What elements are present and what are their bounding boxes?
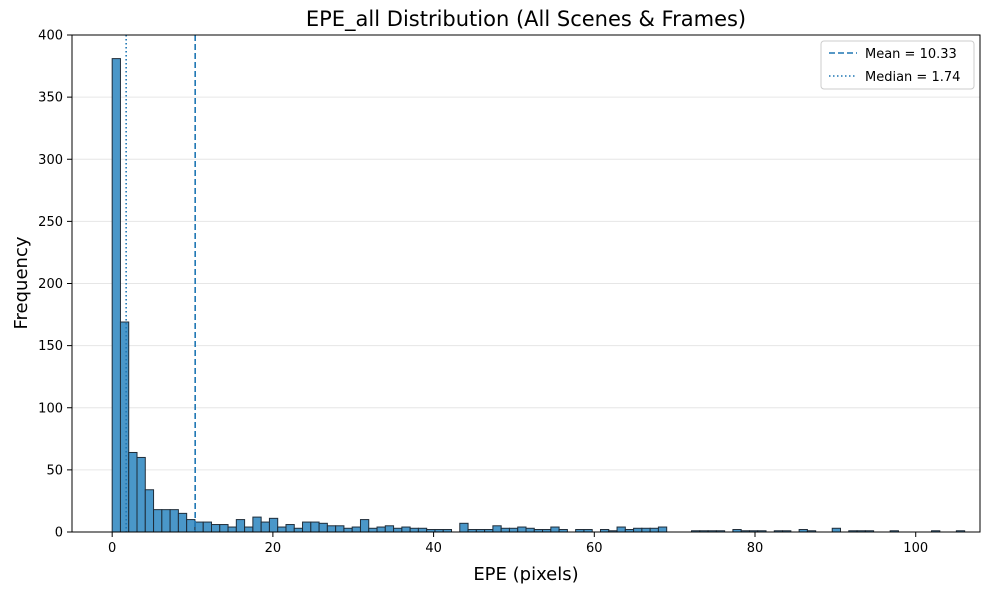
histogram-bar	[144, 489, 155, 533]
histogram-bar	[268, 517, 279, 533]
histogram-bar	[219, 524, 229, 533]
y-tick-label: 350	[38, 91, 63, 106]
histogram-bar	[210, 524, 221, 533]
histogram-bar	[169, 509, 179, 533]
x-axis-title: EPE (pixels)	[473, 564, 578, 585]
histogram-bar	[128, 451, 138, 533]
histogram-bar	[633, 527, 643, 533]
histogram-bar	[409, 527, 419, 533]
histogram-bar	[376, 526, 386, 533]
histogram-bar	[186, 519, 196, 533]
grid-lines	[72, 96, 980, 471]
y-tick-label: 400	[38, 29, 63, 44]
x-tick-label: 20	[265, 541, 282, 556]
histogram-bar	[550, 526, 560, 533]
histogram-bar	[119, 321, 130, 533]
y-tick-label: 250	[38, 215, 63, 230]
x-tick-label: 80	[747, 541, 764, 556]
histogram-bar	[831, 527, 842, 533]
histogram-bar	[500, 527, 510, 533]
histogram-bar	[525, 527, 535, 533]
histogram-bar	[335, 525, 345, 533]
histogram-bar	[293, 527, 304, 533]
histogram-bar	[227, 526, 237, 533]
histogram-bar	[161, 509, 171, 533]
x-axis-ticks: 0 20 40 60 80 100	[108, 532, 928, 556]
histogram-bar	[194, 521, 204, 533]
histogram-bar	[384, 525, 395, 533]
legend: Mean = 10.33 Median = 1.74	[820, 40, 975, 90]
histogram-bar	[153, 509, 163, 533]
histogram-bar	[244, 526, 254, 533]
histogram-bar	[302, 521, 312, 533]
histogram-bar	[277, 526, 287, 533]
histogram-bar	[310, 521, 320, 533]
histogram-bar	[508, 527, 519, 533]
histogram-bar	[657, 526, 668, 533]
histogram-bar	[517, 526, 527, 533]
histogram-bar	[459, 522, 469, 533]
histogram-bar	[641, 527, 651, 533]
y-tick-label: 150	[38, 339, 63, 354]
histogram-bar	[252, 516, 262, 533]
histogram-bar	[326, 525, 337, 533]
y-tick-label: 200	[38, 277, 63, 292]
x-tick-label: 100	[903, 541, 928, 556]
histogram-bar	[136, 456, 146, 533]
legend-median-label: Median = 1.74	[865, 70, 960, 85]
histogram-bar	[343, 527, 353, 533]
histogram-bar	[649, 527, 659, 533]
histogram-bar	[111, 58, 121, 533]
histogram-bar	[285, 524, 295, 533]
y-axis-title: Frequency	[11, 236, 32, 329]
histogram-bar	[318, 522, 328, 533]
x-tick-label: 40	[425, 541, 442, 556]
histogram-bar	[368, 527, 378, 533]
y-tick-label: 300	[38, 153, 63, 168]
histogram-bar	[417, 527, 428, 533]
y-axis-ticks: 0 50 100 150 200 250 300 350 400	[38, 29, 72, 541]
y-tick-label: 50	[46, 463, 63, 478]
chart-title: EPE_all Distribution (All Scenes & Frame…	[306, 7, 746, 32]
y-tick-label: 100	[38, 401, 63, 416]
histogram-bar	[202, 521, 212, 533]
x-tick-label: 0	[108, 541, 116, 556]
histogram-bar	[260, 521, 270, 533]
histogram-bar	[492, 525, 502, 533]
histogram-bars	[111, 58, 966, 533]
histogram-bar	[235, 519, 246, 533]
legend-box	[820, 40, 975, 90]
legend-mean-label: Mean = 10.33	[865, 47, 957, 62]
histogram-bar	[393, 527, 403, 533]
histogram-bar	[616, 526, 626, 533]
reference-lines	[125, 35, 196, 532]
x-tick-label: 60	[586, 541, 603, 556]
histogram-bar	[359, 519, 370, 533]
histogram-bar	[351, 526, 361, 533]
histogram-bar	[401, 526, 411, 533]
histogram-bar	[177, 512, 188, 533]
y-tick-label: 0	[55, 526, 63, 541]
